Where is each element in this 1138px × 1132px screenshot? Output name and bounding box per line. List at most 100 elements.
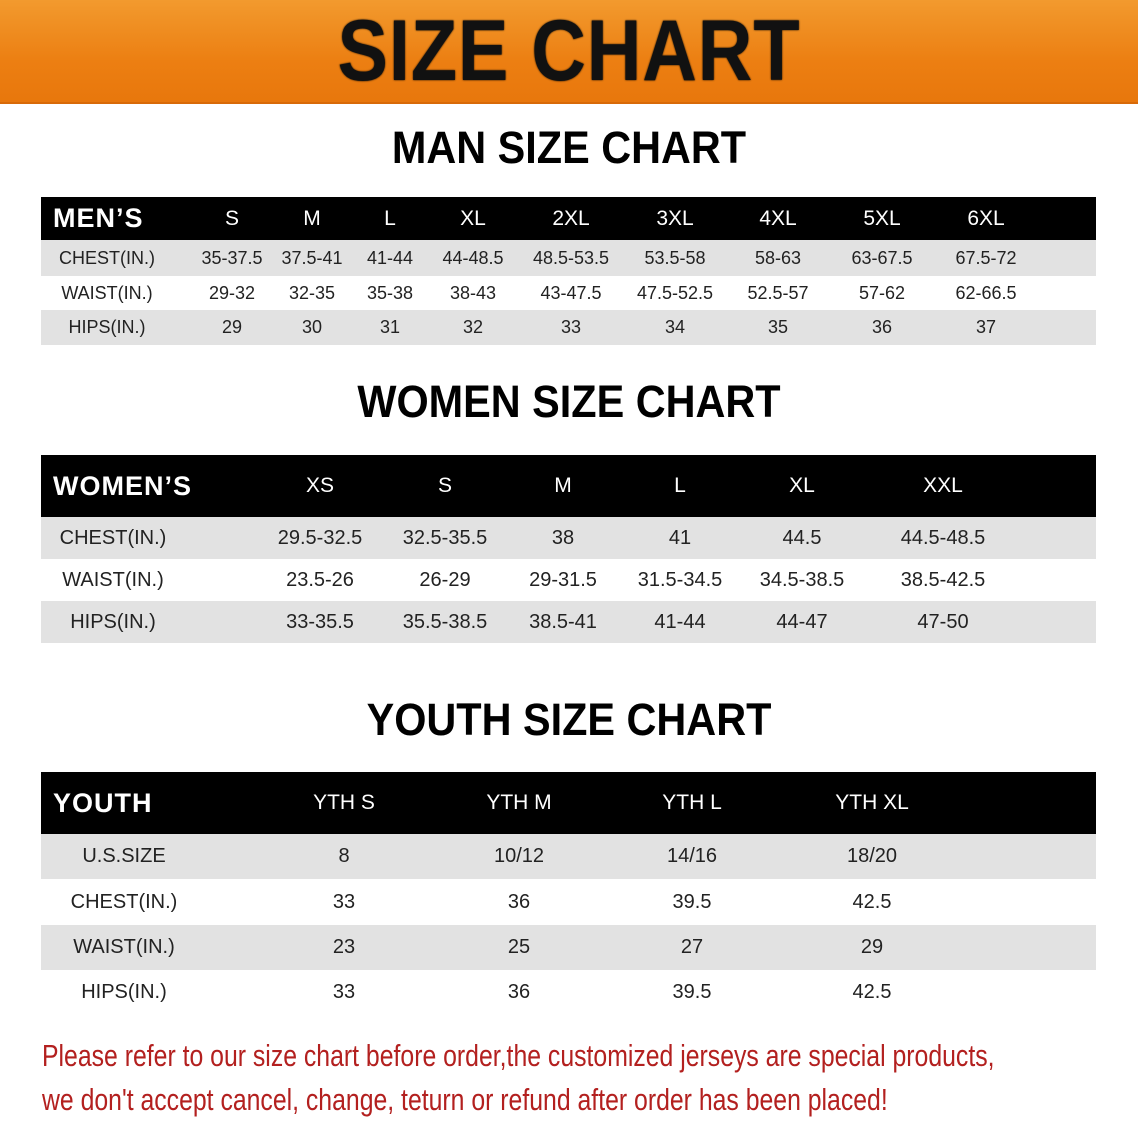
cell: 48.5-53.5 <box>532 247 610 268</box>
cell: 41-44 <box>654 610 706 633</box>
cell: 31 <box>379 317 401 337</box>
cell: 6XL <box>967 206 1005 230</box>
cell: 36 <box>507 890 531 913</box>
cell: 52.5-57 <box>747 282 809 303</box>
cell: 58-63 <box>754 247 802 268</box>
women-size-table: WOMEN’S XS S M L XL XXL CHEST(IN.) 29.5-32.5 32.5… <box>41 455 1096 643</box>
cell: 47-50 <box>917 610 969 633</box>
cell: 25 <box>507 936 531 958</box>
cell: 47.5-52.5 <box>636 282 714 303</box>
men-section-title: MAN SIZE CHART <box>391 122 747 173</box>
cell: 32.5-35.5 <box>402 526 488 549</box>
men-size-table: MEN’S S M L XL 2XL 3XL 4XL 5XL 6XL CHEST(IN.) 35-37… <box>41 197 1096 345</box>
cell: 41-44 <box>366 247 414 268</box>
cell: 42.5 <box>852 890 892 913</box>
cell: 32 <box>462 317 484 337</box>
table-row: CHEST(IN.) 29.5-32.5 32.5-35.5 38 41 44.5 44.5… <box>41 517 1096 559</box>
cell: 36 <box>507 981 531 1003</box>
table-row: HIPS(IN.) 33-35.5 35.5-38.5 38.5-41 41-44 44-… <box>41 601 1096 643</box>
cell: YTH M <box>486 791 552 814</box>
cell: M <box>554 474 572 497</box>
cell: 35.5-38.5 <box>402 610 488 633</box>
cell: 35 <box>767 317 789 337</box>
cell: 29.5-32.5 <box>277 526 363 549</box>
cell: 29 <box>860 936 884 958</box>
row-label: U.S.SIZE <box>82 845 166 867</box>
cell: 33-35.5 <box>286 610 354 633</box>
cell: 14/16 <box>666 845 718 867</box>
cell: 41 <box>668 526 692 549</box>
cell: 29-31.5 <box>529 568 597 591</box>
cell: 4XL <box>759 206 797 230</box>
cell: 63-67.5 <box>851 247 913 268</box>
notice-line-1: Please refer to our size chart before or… <box>42 1038 995 1073</box>
cell: YTH L <box>662 791 722 814</box>
cell: 8 <box>338 845 350 867</box>
row-label: WAIST(IN.) <box>73 936 175 958</box>
cell: S <box>437 474 453 497</box>
row-label: MEN’S <box>53 203 144 233</box>
row-label: WAIST(IN.) <box>61 282 153 303</box>
youth-section-title: YOUTH SIZE CHART <box>366 694 772 745</box>
youth-size-table: YOUTH YTH S YTH M YTH L YTH XL U.S.SIZE 8 10/12… <box>41 772 1096 1015</box>
cell: 44-48.5 <box>442 247 504 268</box>
table-header: YOUTH YTH S YTH M YTH L YTH XL <box>41 772 1096 834</box>
cell: 39.5 <box>672 890 712 913</box>
table-row: HIPS(IN.) 29 30 31 32 33 34 35 36 37 <box>41 310 1096 345</box>
table-header: WOMEN’S XS S M L XL XXL <box>41 455 1096 517</box>
cell: 42.5 <box>852 981 892 1003</box>
cell: 44.5-48.5 <box>900 526 986 549</box>
table-row: WAIST(IN.) 29-32 32-35 35-38 38-43 43-47.5 47.… <box>41 276 1096 310</box>
cell: 67.5-72 <box>955 247 1017 268</box>
table-row: CHEST(IN.) 33 36 39.5 42.5 <box>41 879 1096 925</box>
page-title: SIZE CHART <box>337 3 801 99</box>
cell: XL <box>460 206 486 230</box>
table-header: MEN’S S M L XL 2XL 3XL 4XL 5XL 6XL <box>41 197 1096 240</box>
cell: 33 <box>560 317 582 337</box>
cell: M <box>303 206 321 230</box>
row-label: HIPS(IN.) <box>81 981 167 1003</box>
cell: 33 <box>332 981 356 1003</box>
cell: L <box>674 474 686 497</box>
row-label: WAIST(IN.) <box>62 568 164 591</box>
cell: XL <box>789 474 815 497</box>
row-label: HIPS(IN.) <box>68 317 146 337</box>
row-label: CHEST(IN.) <box>59 247 155 268</box>
cell: YTH XL <box>835 791 909 814</box>
cell: S <box>224 206 240 230</box>
cell: 33 <box>332 890 356 913</box>
table-row: CHEST(IN.) 35-37.5 37.5-41 41-44 44-48.5 48.5… <box>41 240 1096 276</box>
cell: 31.5-34.5 <box>637 568 723 591</box>
cell: 23.5-26 <box>286 568 354 591</box>
table-row: HIPS(IN.) 33 36 39.5 42.5 <box>41 970 1096 1015</box>
cell: 26-29 <box>419 568 471 591</box>
cell: 27 <box>680 936 704 958</box>
row-label: HIPS(IN.) <box>70 610 156 633</box>
row-label: CHEST(IN.) <box>70 890 178 913</box>
table-row: WAIST(IN.) 23.5-26 26-29 29-31.5 31.5-34.5 34… <box>41 559 1096 601</box>
cell: 38.5-42.5 <box>900 568 986 591</box>
cell: 43-47.5 <box>540 282 602 303</box>
cell: 38-43 <box>449 282 497 303</box>
cell: 2XL <box>552 206 590 230</box>
cell: 38 <box>551 526 575 549</box>
cell: 38.5-41 <box>529 610 597 633</box>
cell: XXL <box>923 474 963 497</box>
table-row: WAIST(IN.) 23 25 27 29 <box>41 925 1096 970</box>
cell: 62-66.5 <box>955 282 1017 303</box>
cell: 30 <box>301 317 323 337</box>
table-row: U.S.SIZE 8 10/12 14/16 18/20 <box>41 834 1096 879</box>
cell: 36 <box>871 317 893 337</box>
cell: 10/12 <box>493 845 545 867</box>
cell: 29 <box>221 317 243 337</box>
women-section-title: WOMEN SIZE CHART <box>357 376 781 427</box>
cell: 44.5 <box>782 526 822 549</box>
cell: 35-37.5 <box>201 247 263 268</box>
cell: 53.5-58 <box>644 247 706 268</box>
cell: 44-47 <box>776 610 828 633</box>
cell: 37.5-41 <box>281 247 343 268</box>
cell: 18/20 <box>846 845 898 867</box>
cell: 34.5-38.5 <box>759 568 845 591</box>
notice-line-2: we don't accept cancel, change, teturn o… <box>42 1082 888 1117</box>
cell: 29-32 <box>208 282 256 303</box>
